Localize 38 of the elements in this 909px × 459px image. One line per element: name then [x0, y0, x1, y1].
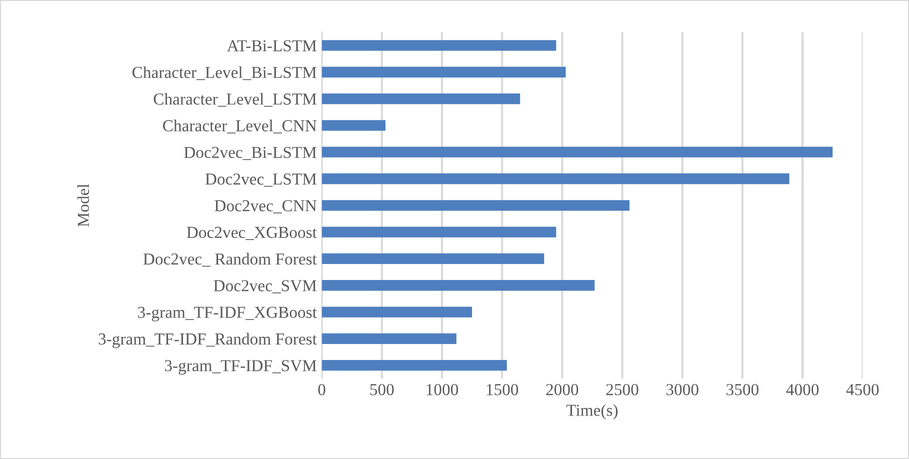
y-tick-label: Doc2vec_XGBoost	[186, 226, 317, 240]
x-tick-label: 1500	[486, 384, 518, 396]
bar	[322, 280, 595, 291]
y-tick-label: Character_Level_Bi-LSTM	[132, 66, 316, 80]
bar	[322, 200, 630, 211]
x-tick-label: 1000	[426, 384, 458, 396]
y-tick-label: Doc2vec_Bi-LSTM	[184, 146, 316, 160]
bar	[322, 93, 520, 104]
y-tick-label: 3-gram_TF-IDF_Random Forest	[98, 332, 317, 348]
y-axis-title: Model	[77, 184, 90, 227]
bar	[322, 333, 456, 344]
y-tick-label: Doc2vec_LSTM	[205, 173, 316, 187]
x-tick-label: 0	[318, 384, 326, 396]
y-tick-label: 3-gram_TF-IDF_XGBoost	[138, 306, 317, 322]
bar	[322, 360, 507, 371]
x-tick-label: 4000	[786, 384, 819, 396]
bar	[322, 120, 386, 131]
bar	[322, 146, 833, 158]
y-tick-label: Character_Level_CNN	[163, 120, 317, 134]
y-tick-label: Doc2vec_ Random Forest	[143, 252, 317, 267]
x-tick-label: 3000	[666, 384, 698, 396]
x-tick-label: 500	[370, 384, 394, 396]
y-tick-label: Character_Level_LSTM	[154, 92, 316, 107]
bar	[322, 66, 566, 78]
x-tick-label: 3500	[726, 384, 758, 396]
x-tick-label: 2000	[546, 384, 578, 396]
y-tick-label: AT-Bi-LSTM	[226, 40, 316, 52]
y-tick-label: Doc2vec_SVM	[214, 280, 316, 294]
bar	[322, 306, 472, 318]
bar	[322, 173, 790, 184]
bar	[322, 40, 556, 51]
bar	[322, 253, 544, 264]
y-tick-label: 3-gram_TF-IDF_SVM	[164, 360, 316, 375]
x-tick-label: 2500	[606, 384, 638, 396]
bar	[322, 226, 556, 238]
x-tick-label: 4500	[846, 384, 879, 396]
y-tick-label: Doc2vec_CNN	[214, 200, 317, 214]
x-axis-title: Time(s)	[566, 404, 618, 420]
